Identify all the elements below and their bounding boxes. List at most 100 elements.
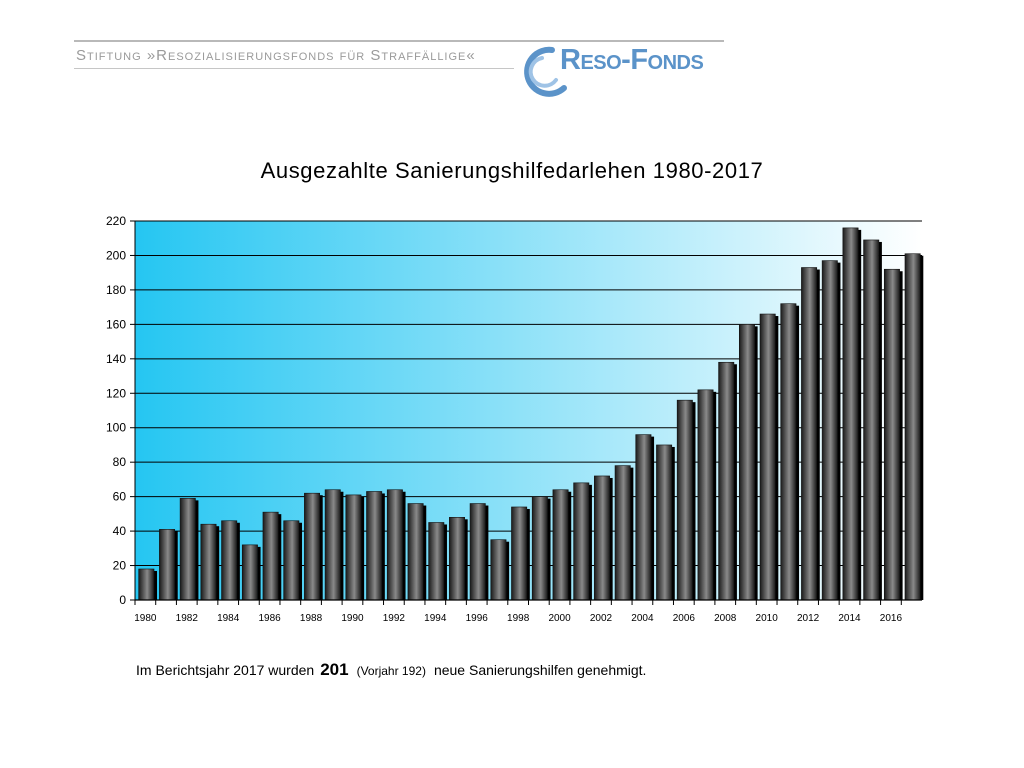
bar-1985: [241, 544, 258, 601]
bar-2012: [801, 267, 818, 601]
bar-shadow: [423, 505, 427, 600]
bar-2017: [904, 253, 921, 601]
bar-1996: [469, 503, 486, 601]
bar-1991: [366, 491, 383, 601]
x-tick-label: 2004: [631, 613, 654, 624]
bar-1990: [345, 494, 362, 601]
bar-shadow: [216, 526, 220, 600]
y-tick-label: 40: [113, 524, 127, 538]
bar-shadow: [547, 498, 551, 600]
x-tick-label: 2008: [714, 613, 737, 624]
y-tick-label: 180: [106, 283, 126, 297]
bar-1989: [324, 489, 341, 601]
bar-shadow: [837, 262, 841, 600]
bar-shadow: [278, 514, 282, 600]
bar-2016: [883, 268, 900, 601]
footnote-count: 201: [320, 660, 349, 679]
header-top-line: [74, 40, 724, 42]
y-tick-label: 100: [106, 421, 126, 435]
y-tick-label: 140: [106, 352, 126, 366]
x-tick-label: 2010: [756, 613, 779, 624]
bar-2010: [759, 313, 776, 601]
bar-shadow: [154, 570, 158, 600]
x-tick-label: 2014: [838, 613, 861, 624]
x-tick-label: 1988: [300, 613, 323, 624]
x-tick-label: 2012: [797, 613, 820, 624]
bar-shadow: [526, 508, 530, 600]
x-tick-label: 2000: [548, 613, 571, 624]
bar-2009: [738, 324, 755, 601]
x-tick-label: 1994: [424, 613, 447, 624]
bar-2003: [614, 465, 631, 601]
chart-title: Ausgezahlte Sanierungshilfedarlehen 1980…: [260, 158, 764, 183]
bar-shadow: [858, 229, 862, 600]
y-tick-label: 80: [113, 455, 127, 469]
bar-shadow: [381, 493, 385, 600]
bar-2001: [573, 482, 590, 601]
bar-1999: [531, 496, 548, 601]
bar-2011: [780, 303, 797, 601]
bar-shadow: [630, 467, 634, 600]
bar-shadow: [775, 316, 779, 600]
x-tick-label: 1982: [176, 613, 199, 624]
bar-shadow: [506, 541, 510, 600]
bar-shadow: [733, 364, 737, 600]
reso-fonds-logo-mark: [524, 46, 567, 97]
bar-shadow: [920, 255, 924, 600]
bar-1995: [449, 517, 465, 601]
x-tick-label: 1980: [134, 613, 157, 624]
footnote-previous-year: (Vorjahr 192): [356, 664, 426, 678]
x-tick-label: 2002: [590, 613, 613, 624]
bar-1987: [283, 520, 300, 601]
footnote-text-2: neue Sanierungshilfen genehmigt.: [433, 662, 647, 678]
logo-text: Reso-Fonds: [560, 44, 704, 76]
y-tick-label: 200: [106, 248, 126, 262]
bar-2015: [863, 239, 880, 601]
bar-shadow: [651, 436, 655, 600]
bar-1988: [304, 492, 321, 601]
bar-shadow: [340, 491, 344, 600]
x-tick-label: 1986: [258, 613, 281, 624]
bar-1993: [407, 503, 424, 601]
x-tick-label: 1990: [341, 613, 364, 624]
bar-1983: [200, 523, 217, 601]
bar-2008: [718, 361, 735, 601]
bar-2013: [821, 260, 838, 601]
y-tick-label: 220: [106, 214, 126, 228]
bar-shadow: [816, 269, 820, 600]
header-underline: [74, 68, 514, 69]
bar-shadow: [588, 484, 592, 600]
bar-1984: [221, 520, 238, 601]
bar-shadow: [257, 546, 261, 600]
y-tick-label: 160: [106, 317, 126, 331]
bar-2007: [697, 389, 714, 601]
bar-2014: [842, 227, 859, 601]
bar-1986: [262, 511, 279, 601]
bar-1994: [428, 522, 445, 601]
bar-shadow: [361, 496, 365, 600]
bar-shadow: [878, 241, 882, 600]
y-tick-label: 60: [113, 490, 127, 504]
x-tick-label: 1992: [383, 613, 406, 624]
bar-shadow: [174, 531, 178, 600]
bar-shadow: [692, 402, 696, 600]
bar-shadow: [402, 491, 406, 600]
bar-shadow: [713, 391, 717, 600]
bar-shadow: [568, 491, 572, 600]
bar-shadow: [485, 505, 489, 600]
bar-shadow: [754, 326, 758, 600]
bar-1998: [511, 506, 528, 601]
bar-shadow: [796, 305, 800, 600]
x-tick-label: 2016: [880, 613, 903, 624]
bar-2004: [635, 434, 652, 601]
bar-2006: [676, 399, 693, 601]
bar-shadow: [319, 495, 323, 600]
bar-1982: [179, 498, 196, 601]
bar-1997: [490, 539, 507, 601]
bar-1992: [386, 489, 403, 601]
bar-shadow: [443, 524, 447, 600]
bar-shadow: [899, 271, 903, 600]
x-tick-label: 1996: [466, 613, 489, 624]
bar-2002: [594, 475, 610, 601]
bar-shadow: [464, 519, 468, 600]
